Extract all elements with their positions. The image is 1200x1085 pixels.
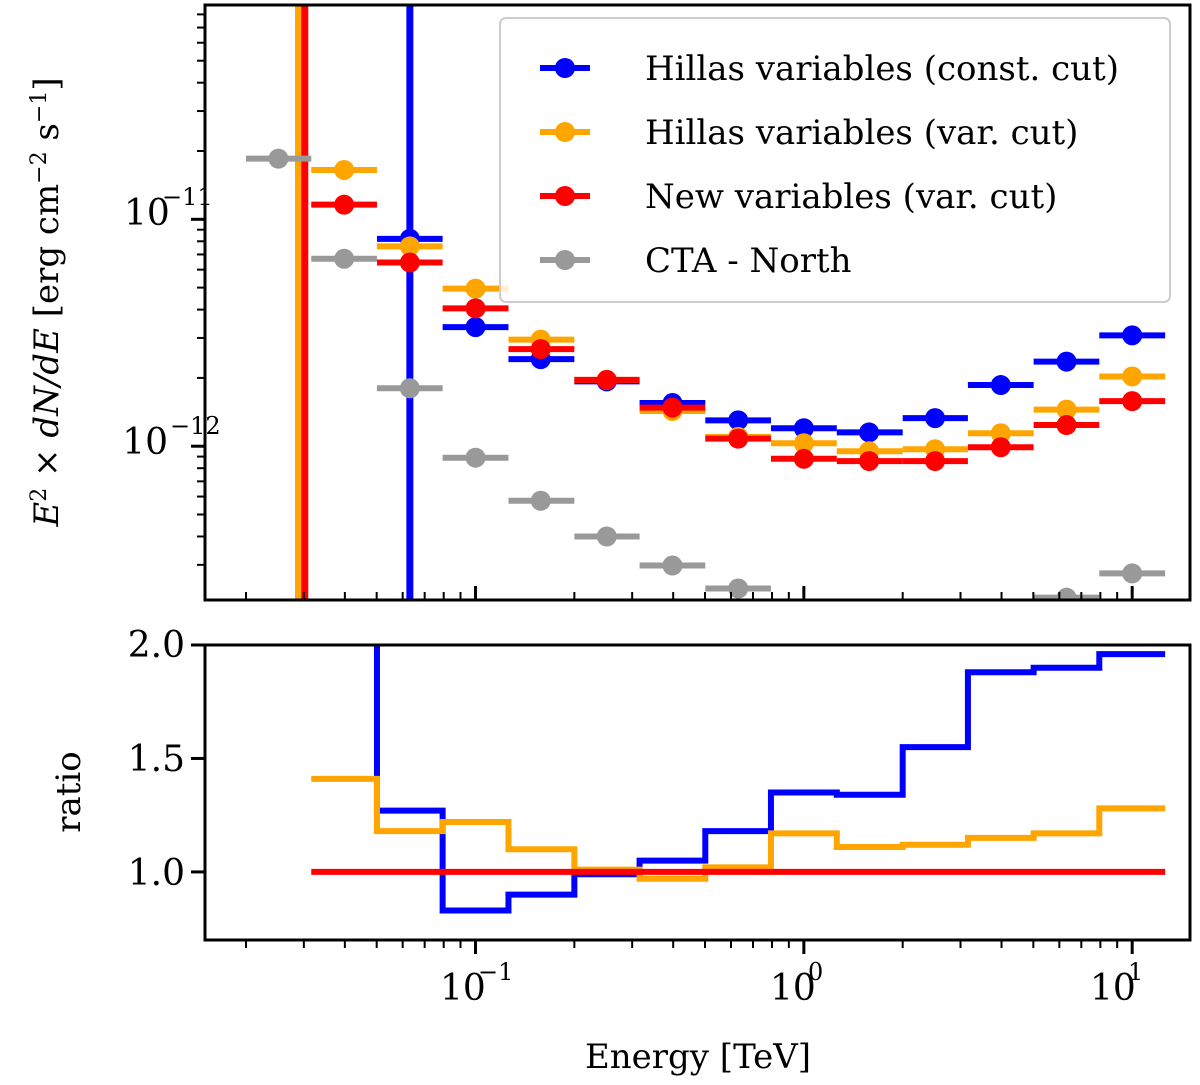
data-point [1122,366,1143,387]
legend-label-hillas-const: Hillas variables (const. cut) [645,49,1119,89]
data-point [1122,391,1143,412]
data-point [793,433,814,454]
bottom-axis-ticks [191,643,1134,954]
bottom-panel: 2.0 1.5 1.0 ratio 10 −1 10 0 10 1 Energy… [49,625,1192,1077]
bottom-plot-area [311,645,1166,914]
data-point [1056,415,1077,436]
data-point [859,451,880,472]
data-point [268,148,289,169]
top-y-tick-base-low: 10 [122,422,168,463]
legend-label-new-var: New variables (var. cut) [645,177,1057,217]
data-point [1122,563,1143,584]
x-tick-base-0.1: 10 [440,968,486,1009]
legend-marker-dot-hillas-const [555,58,575,78]
top-y-axis-title: E2 × dN/dE [erg cm−2 s−1] [27,77,68,527]
data-point [530,339,551,360]
legend-label-hillas-var: Hillas variables (var. cut) [645,113,1078,153]
data-point [728,578,749,599]
ylabel-units-right: ] [27,77,67,90]
x-tick-exp-1: 0 [808,958,823,986]
data-point [465,278,486,299]
data-point [399,378,420,399]
data-point [990,437,1011,458]
x-tick-exp-0.1: −1 [478,958,513,986]
data-point [334,159,355,180]
data-point [990,375,1011,396]
data-point [662,555,683,576]
data-point [399,252,420,273]
ylabel-units-left: [erg cm [27,184,67,318]
series-2 [301,5,1166,600]
data-point [990,423,1011,444]
x-tick-base-10: 10 [1090,968,1136,1009]
data-point [1122,325,1143,346]
bottom-y-axis-title: ratio [49,751,89,833]
bottom-y-tick-label-1.0: 1.0 [128,853,185,894]
series-3 [246,148,1166,600]
data-point [925,451,946,472]
legend-entry-cta-north: CTA - North [540,241,852,281]
bottom-axes-frame [203,643,1192,942]
top-y-tick-label-low: 10 −12 [122,412,220,463]
ylabel-E-sup: 2 [27,488,52,502]
x-tick-label-1: 10 0 [770,958,823,1009]
legend-entry-new-var: New variables (var. cut) [540,177,1057,217]
x-tick-label-0.1: 10 −1 [440,958,513,1009]
legend-entry-hillas-var: Hillas variables (var. cut) [540,113,1078,153]
ylabel-units-mid: s [27,123,67,151]
bottom-y-tick-label-2.0: 2.0 [128,625,185,666]
top-y-tick-base-high: 10 [124,193,170,234]
ylabel-units-sup2: −1 [27,91,52,123]
data-point [334,194,355,215]
ratio-step-line-1 [311,775,1166,882]
data-point [793,448,814,469]
top-y-tick-exp-low: −12 [170,412,221,440]
ylabel-units-sup1: −2 [27,151,52,183]
data-point [465,298,486,319]
top-y-tick-exp-high: −11 [162,183,213,211]
data-point [596,526,617,547]
data-point [662,397,683,418]
data-point [465,447,486,468]
x-tick-label-10: 10 1 [1090,958,1143,1009]
data-point [1056,587,1077,600]
data-point [859,422,880,443]
legend-marker-dot-cta-north [555,250,575,270]
data-point [1056,399,1077,420]
legend-marker-dot-hillas-var [555,122,575,142]
data-point [596,369,617,390]
data-point [793,418,814,439]
legend-frame [499,17,1171,303]
x-tick-base-1: 10 [770,968,816,1009]
data-point [465,317,486,338]
data-point [530,490,551,511]
top-axes-frame [203,3,1192,602]
top-plot-area [246,5,1166,600]
top-panel: 10 −12 10 −11 E2 × dN/dE [erg cm−2 s−1] … [27,3,1192,602]
top-y-tick-label-high: 10 −11 [124,183,213,234]
data-point [399,236,420,257]
ylabel-mid: × dN/dE [27,317,67,487]
data-point [728,428,749,449]
legend-marker-dot-new-var [555,186,575,206]
data-point [925,408,946,429]
ylabel-E: E [27,502,67,528]
x-axis-title: Energy [TeV] [585,1037,811,1077]
data-point [334,248,355,269]
legend: Hillas variables (const. cut) Hillas var… [499,17,1171,303]
data-point [728,410,749,431]
bottom-y-tick-label-1.5: 1.5 [128,739,185,780]
x-tick-exp-10: 1 [1128,958,1143,986]
data-point [1056,351,1077,372]
legend-label-cta-north: CTA - North [645,241,852,281]
legend-entry-hillas-const: Hillas variables (const. cut) [540,49,1119,89]
